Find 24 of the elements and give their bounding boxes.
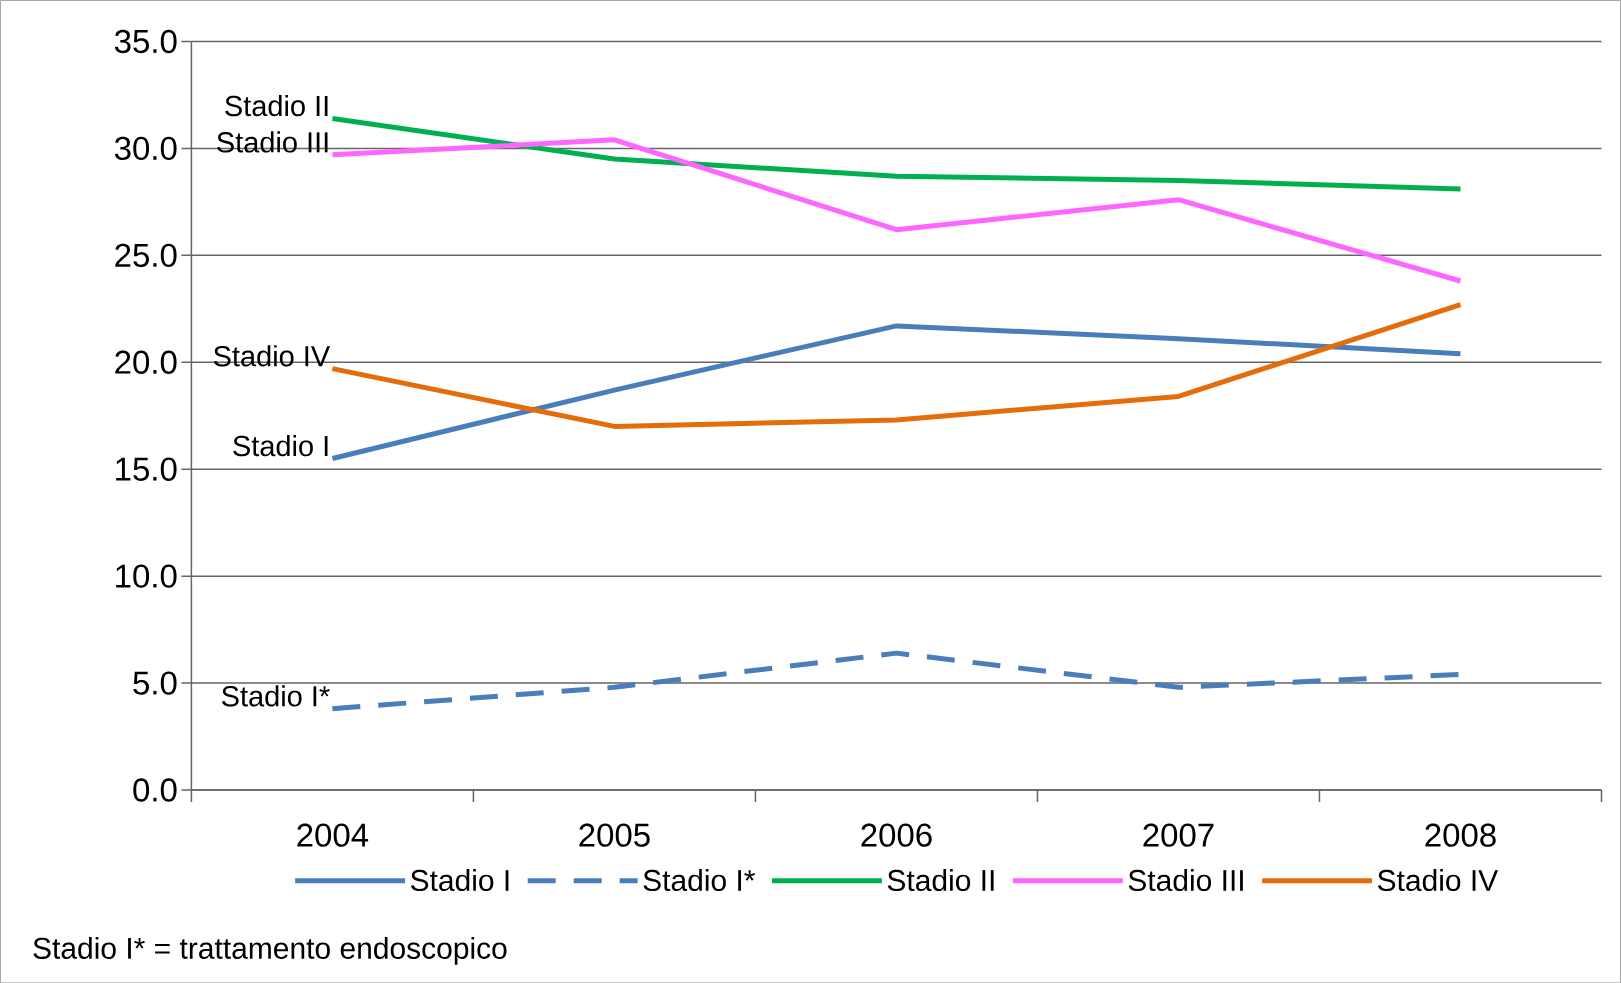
annotation: Stadio I (233, 434, 328, 457)
y-tick-label: 20.0 (115, 350, 177, 374)
x-tick-label: 2007 (1143, 823, 1214, 847)
legend-label: Stadio I (410, 868, 509, 891)
legend-label: Stadio III (1128, 868, 1243, 891)
annotation: Stadio I* (221, 685, 330, 707)
x-tick-label: 2008 (1425, 823, 1496, 847)
legend-label: Stadio I* (643, 868, 755, 891)
y-tick-label: 10.0 (116, 564, 177, 588)
y-tick-label: 15.0 (116, 457, 177, 481)
y-tick-label: 25.0 (115, 243, 177, 267)
x-tick-label: 2006 (861, 823, 932, 847)
y-tick-label: 5.0 (133, 671, 177, 695)
y-tick-label: 30.0 (114, 136, 177, 160)
legend-label: Stadio IV (1377, 868, 1499, 891)
annotation: Stadio II (225, 94, 328, 117)
x-tick-label: 2004 (297, 823, 369, 847)
legend-label: Stadio II (887, 868, 994, 891)
x-tick-label: 2005 (579, 823, 650, 847)
text: Stadio I* = trattamento endoscopico (33, 936, 507, 965)
y-tick-label: 0.0 (133, 778, 177, 802)
annotation: Stadio III (217, 131, 328, 153)
y-tick-label: 35.0 (114, 29, 177, 53)
annotation: Stadio IV (213, 345, 331, 367)
